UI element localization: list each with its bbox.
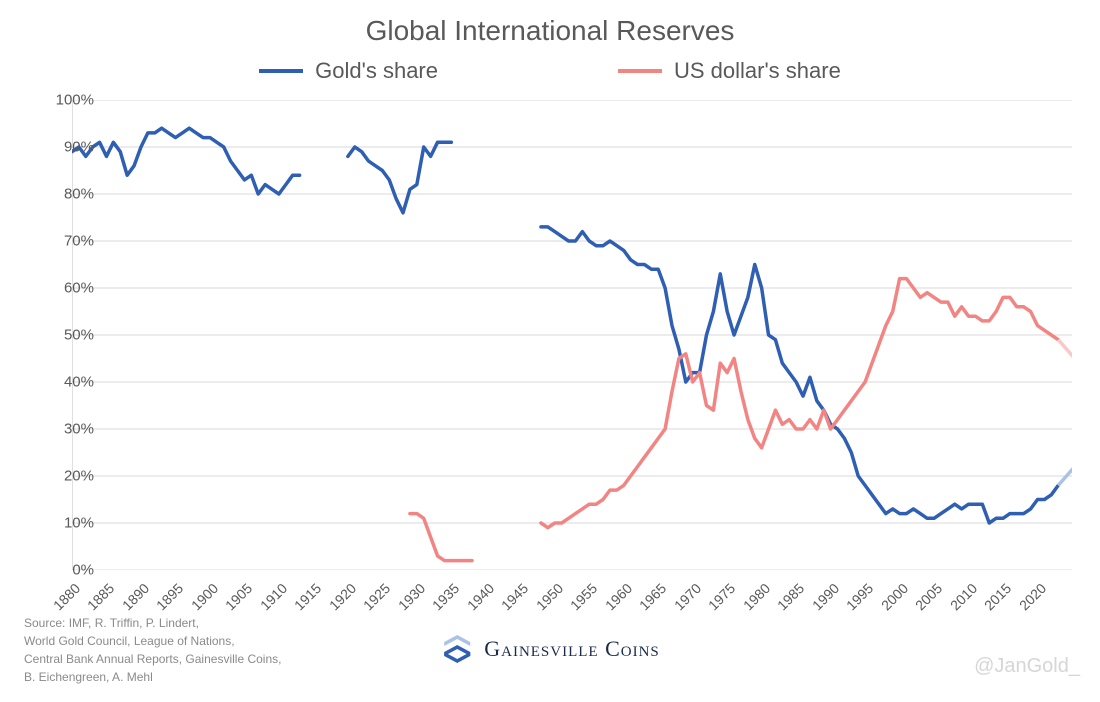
x-tick-label: 1900 [188, 580, 221, 613]
x-tick-label: 1920 [326, 580, 359, 613]
x-tick-label: 1950 [533, 580, 566, 613]
x-tick-label: 2020 [1015, 580, 1048, 613]
source-line: Source: IMF, R. Triffin, P. Lindert, [24, 614, 281, 632]
x-tick-label: 1880 [50, 580, 83, 613]
legend: Gold's share US dollar's share [0, 58, 1100, 84]
brand-icon [440, 632, 474, 666]
x-tick-label: 2005 [912, 580, 945, 613]
x-tick-label: 1910 [257, 580, 290, 613]
x-tick-label: 1940 [464, 580, 497, 613]
watermark: @JanGold_ [974, 655, 1080, 678]
y-tick-label: 70% [34, 233, 94, 250]
x-tick-label: 1905 [222, 580, 255, 613]
x-tick-label: 1985 [774, 580, 807, 613]
brand-logo: Gainesville Coins [440, 632, 660, 666]
chart-plot [72, 100, 1072, 570]
x-tick-label: 1915 [291, 580, 324, 613]
brand-text: Gainesville Coins [484, 636, 660, 662]
x-tick-label: 1970 [671, 580, 704, 613]
x-tick-label: 2010 [947, 580, 980, 613]
x-tick-label: 1965 [636, 580, 669, 613]
y-tick-label: 60% [34, 280, 94, 297]
source-attribution: Source: IMF, R. Triffin, P. Lindert, Wor… [24, 614, 281, 686]
x-tick-label: 2015 [981, 580, 1014, 613]
x-tick-label: 1935 [429, 580, 462, 613]
x-tick-label: 1990 [809, 580, 842, 613]
x-tick-label: 1925 [360, 580, 393, 613]
legend-item-usd: US dollar's share [618, 58, 841, 84]
x-tick-label: 1975 [705, 580, 738, 613]
legend-label-usd: US dollar's share [674, 58, 841, 84]
x-tick-label: 1890 [119, 580, 152, 613]
x-tick-label: 1945 [498, 580, 531, 613]
legend-label-gold: Gold's share [315, 58, 438, 84]
x-tick-label: 2000 [878, 580, 911, 613]
legend-swatch-gold [259, 69, 303, 73]
y-tick-label: 20% [34, 468, 94, 485]
x-tick-label: 1930 [395, 580, 428, 613]
x-tick-label: 1885 [84, 580, 117, 613]
y-tick-label: 80% [34, 186, 94, 203]
chart-title: Global International Reserves [0, 15, 1100, 47]
x-tick-label: 1955 [567, 580, 600, 613]
y-tick-label: 90% [34, 139, 94, 156]
legend-item-gold: Gold's share [259, 58, 438, 84]
source-line: Central Bank Annual Reports, Gainesville… [24, 650, 281, 668]
y-tick-label: 40% [34, 374, 94, 391]
y-tick-label: 50% [34, 327, 94, 344]
x-tick-label: 1895 [153, 580, 186, 613]
source-line: B. Eichengreen, A. Mehl [24, 668, 281, 686]
y-tick-label: 0% [34, 562, 94, 579]
x-tick-label: 1980 [740, 580, 773, 613]
x-tick-label: 1960 [602, 580, 635, 613]
y-tick-label: 100% [34, 92, 94, 109]
source-line: World Gold Council, League of Nations, [24, 632, 281, 650]
x-tick-label: 1995 [843, 580, 876, 613]
y-tick-label: 10% [34, 515, 94, 532]
y-tick-label: 30% [34, 421, 94, 438]
legend-swatch-usd [618, 69, 662, 73]
